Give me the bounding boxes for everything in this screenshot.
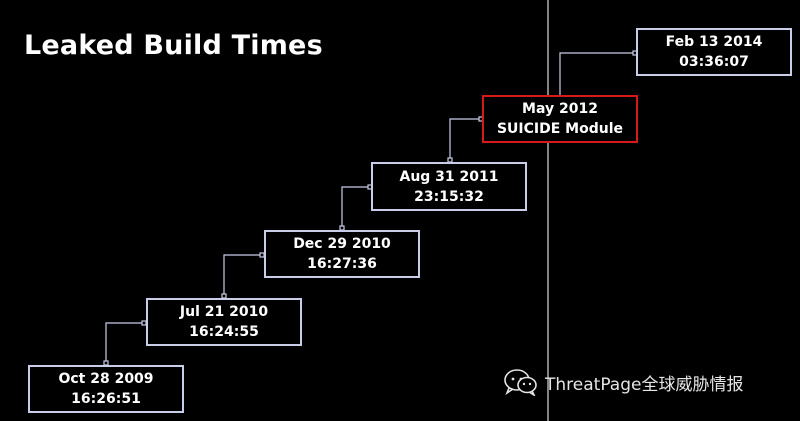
- build-time: 16:27:36: [307, 256, 377, 272]
- build-box-2: Dec 29 2010 16:27:36: [264, 230, 420, 278]
- build-date: Aug 31 2011: [399, 168, 499, 185]
- page-title: Leaked Build Times: [24, 30, 323, 61]
- build-box-5: Feb 13 2014 03:36:07: [636, 28, 792, 76]
- build-date: Dec 29 2010: [293, 236, 391, 252]
- build-box-0: Oct 28 2009 16:26:51: [28, 365, 184, 413]
- build-date: Oct 28 2009: [58, 371, 154, 387]
- build-box-3: Aug 31 2011 23:15:32: [371, 162, 527, 211]
- suicide-module-box: May 2012 SUICIDE Module: [482, 95, 638, 143]
- watermark: ThreatPage全球威胁情报: [503, 367, 743, 397]
- connector-1-2: [221, 252, 265, 299]
- connector-3-4: [447, 116, 484, 163]
- build-time: 03:36:07: [679, 54, 749, 70]
- watermark-text: ThreatPage全球威胁情报: [545, 374, 744, 395]
- build-time: 23:15:32: [414, 188, 484, 205]
- build-date: May 2012: [522, 101, 598, 117]
- build-box-1: Jul 21 2010 16:24:55: [146, 298, 302, 346]
- connector-4-5: [559, 50, 638, 95]
- connector-2-3: [339, 184, 373, 231]
- connector-0-1: [103, 320, 147, 366]
- module-name: SUICIDE Module: [496, 121, 624, 137]
- build-date: Feb 13 2014: [665, 34, 763, 50]
- build-time: 16:24:55: [189, 324, 259, 340]
- build-date: Jul 21 2010: [179, 304, 269, 320]
- build-time: 16:26:51: [71, 391, 141, 407]
- wechat-icon: [504, 369, 537, 396]
